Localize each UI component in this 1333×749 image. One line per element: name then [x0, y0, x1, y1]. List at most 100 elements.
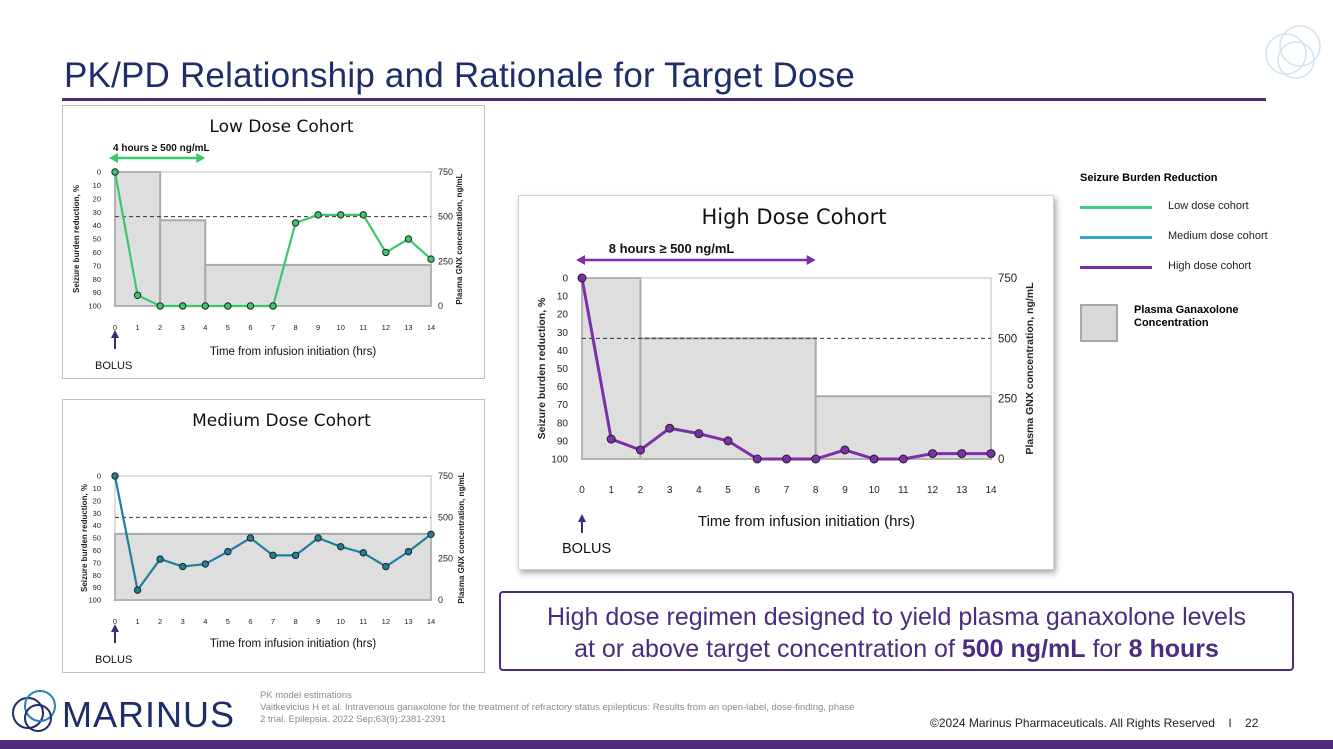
chart-legend: Seizure Burden Reduction Low dose cohort… [1070, 160, 1320, 360]
duration-arrow-left-head [576, 255, 585, 265]
seizure-burden-point [928, 449, 938, 459]
seizure-burden-point [404, 235, 413, 243]
legend-swatch-low [1080, 206, 1152, 209]
y-tick-label: 80 [93, 275, 101, 284]
y-tick-label: 60 [93, 248, 101, 257]
y-tick-label: 90 [557, 436, 569, 447]
x-axis-title: Time from infusion initiation (hrs) [698, 513, 915, 530]
x-tick-label: 13 [956, 485, 968, 496]
legend-swatch-concentration [1080, 304, 1118, 342]
x-tick-label: 11 [898, 485, 909, 496]
footnote-model: PK model estimations [260, 690, 352, 701]
x-tick-label: 11 [359, 323, 367, 332]
x-tick-label: 9 [316, 323, 320, 332]
seizure-burden-point [133, 291, 142, 299]
copyright-text: ©2024 Marinus Pharmaceuticals. All Right… [930, 716, 1215, 730]
low-dose-chart-panel: Low Dose Cohort 0 10 20 30 40 50 60 70 80 90 100 750… [62, 105, 485, 379]
x-tick-label: 3 [667, 485, 673, 496]
bolus-arrow-head [578, 514, 586, 522]
seizure-burden-point [782, 454, 791, 464]
chart-title: High Dose Cohort [701, 205, 886, 229]
footer-copyright: ©2024 Marinus Pharmaceuticals. All Right… [930, 716, 1258, 730]
y-tick-label: 20 [93, 496, 101, 505]
y-tick-label: 0 [97, 472, 101, 481]
seizure-burden-point [382, 248, 390, 257]
y2-axis-title: Plasma GNX concentration, ng/mL [457, 472, 466, 603]
x-tick-label: 0 [113, 617, 117, 626]
seizure-burden-point [427, 530, 435, 538]
y-tick-label: 100 [88, 596, 101, 605]
seizure-burden-point [201, 302, 209, 310]
concentration-step-2 [204, 263, 432, 307]
medium-dose-chart: Medium Dose Cohort0102030405060708090100… [80, 411, 466, 666]
chart-title: Low Dose Cohort [209, 117, 354, 137]
y2-tick-label: 500 [998, 333, 1017, 345]
seizure-burden-point [269, 302, 277, 310]
x-tick-label: 10 [337, 617, 345, 626]
y-tick-label: 40 [93, 221, 101, 230]
y-tick-label: 40 [557, 346, 569, 357]
seizure-burden-point [752, 454, 762, 464]
seizure-burden-point [986, 449, 996, 459]
seizure-burden-point [224, 302, 232, 310]
y-tick-label: 50 [557, 364, 569, 375]
x-tick-label: 0 [113, 323, 117, 332]
seizure-burden-point [404, 547, 413, 556]
y2-tick-label: 0 [438, 301, 443, 311]
x-tick-label: 0 [579, 485, 585, 496]
footnote-citation: Vaitkevicius H et al. Intravenous ganaxo… [260, 702, 855, 725]
high-dose-chart: High Dose Cohort010203040506070809010075… [536, 205, 1036, 557]
x-tick-label: 2 [158, 323, 162, 332]
x-tick-label: 10 [869, 485, 881, 496]
y-tick-label: 50 [93, 235, 101, 244]
x-tick-label: 14 [427, 617, 435, 626]
seizure-burden-point [246, 302, 255, 310]
y-tick-label: 80 [93, 571, 101, 580]
high-dose-chart-panel: High Dose Cohort 0 10 20 30 40 50 60 70 80 90 100 75… [518, 195, 1054, 570]
footer-separator: I [1228, 716, 1232, 730]
x-tick-label: 11 [359, 617, 367, 626]
x-tick-label: 1 [135, 617, 139, 626]
seizure-burden-point [179, 562, 187, 571]
y-axis-title: Seizure burden reduction, % [536, 297, 548, 439]
seizure-burden-point [665, 423, 675, 433]
y-tick-label: 10 [93, 181, 101, 190]
duration-arrow-left-head [109, 153, 118, 163]
page-number: 22 [1245, 716, 1259, 730]
x-tick-label: 3 [181, 323, 185, 332]
seizure-burden-point [314, 211, 322, 219]
x-tick-label: 12 [382, 323, 390, 332]
y-tick-label: 90 [93, 583, 101, 592]
legend-title: Seizure Burden Reduction [1080, 172, 1218, 184]
x-tick-label: 12 [927, 485, 939, 496]
legend-label-medium: Medium dose cohort [1168, 230, 1268, 242]
seizure-burden-point [179, 302, 187, 310]
duration-arrow-right-head [196, 153, 206, 163]
x-tick-label: 13 [404, 323, 412, 332]
y-tick-label: 70 [93, 261, 101, 270]
y-tick-label: 30 [93, 208, 101, 217]
y-tick-label: 70 [557, 400, 569, 411]
x-tick-label: 5 [226, 617, 230, 626]
footnotes: PK model estimations Vaitkevicius H et a… [260, 690, 860, 726]
x-tick-label: 4 [203, 323, 207, 332]
x-tick-label: 7 [271, 323, 275, 332]
duration-arrow-label: 4 hours ≥ 500 ng/mL [113, 143, 210, 154]
legend-swatch-high [1080, 266, 1152, 269]
y2-tick-label: 500 [438, 512, 453, 522]
x-tick-label: 8 [293, 617, 297, 626]
x-tick-label: 12 [382, 617, 390, 626]
callout-bold-concentration: 500 ng/mL [961, 635, 1086, 663]
y-tick-label: 10 [93, 484, 101, 493]
y2-tick-label: 0 [438, 595, 443, 605]
seizure-burden-point [577, 273, 587, 283]
callout-text-a: at or above target concentration of [574, 635, 962, 663]
x-tick-label: 7 [784, 485, 790, 496]
decorative-rings-icon [1265, 25, 1321, 79]
y2-tick-label: 250 [438, 554, 453, 564]
seizure-burden-point [111, 472, 119, 480]
x-tick-label: 13 [404, 617, 412, 626]
x-tick-label: 9 [842, 485, 848, 496]
seizure-burden-point [723, 436, 733, 446]
y-tick-label: 70 [93, 558, 101, 567]
